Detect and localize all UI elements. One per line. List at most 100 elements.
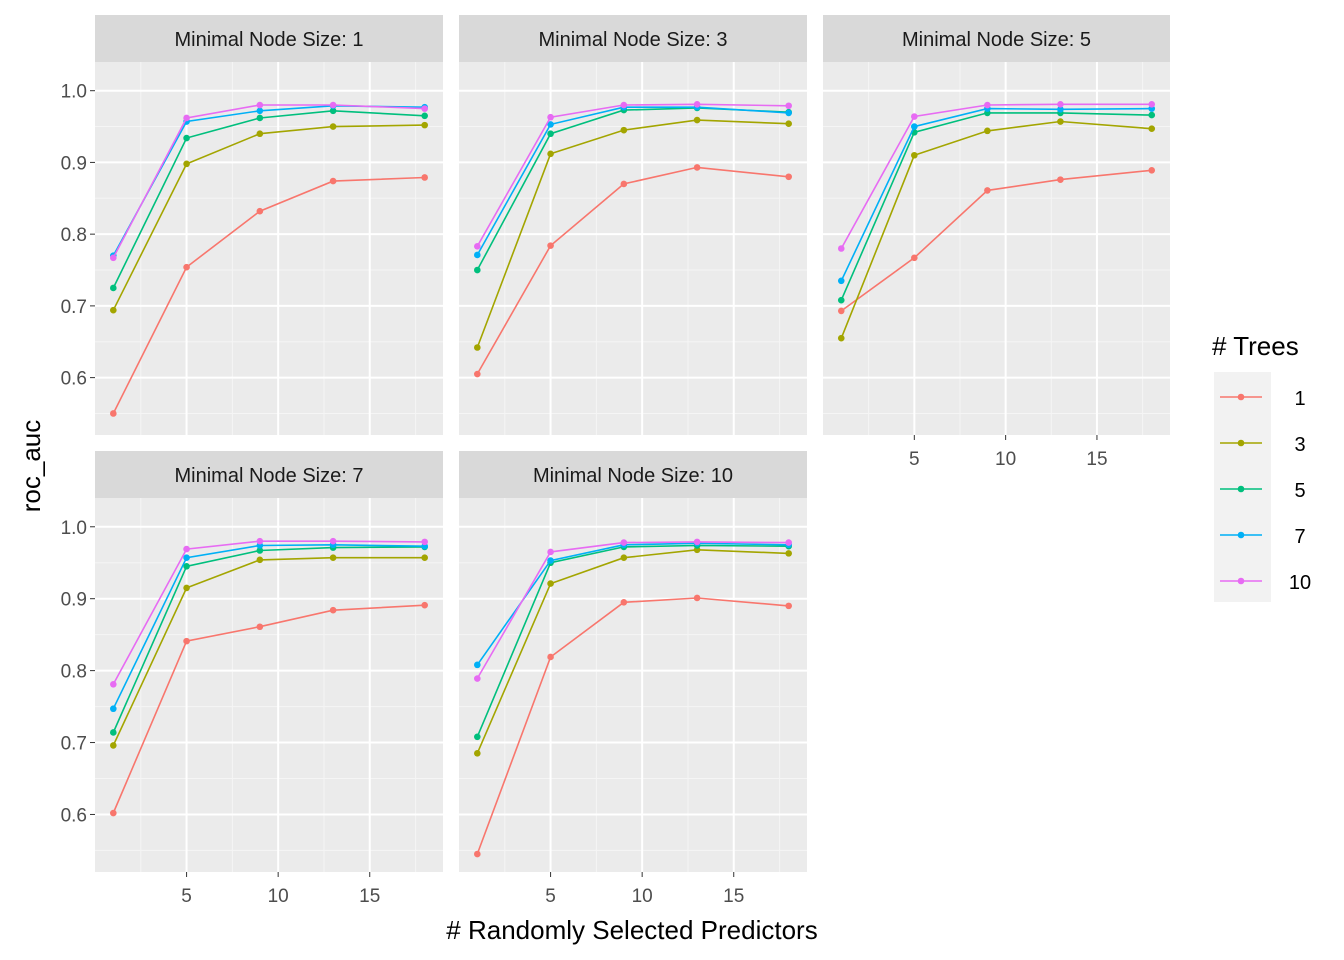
data-point-trees-5 [183,134,190,142]
data-point-trees-10 [329,101,337,109]
x-tick-label: 10 [995,449,1016,470]
data-point-trees-7 [256,107,264,115]
data-point-trees-1 [183,637,190,645]
facet-strip-label: Minimal Node Size: 7 [175,465,364,487]
y-tick-label: 1.0 [61,518,87,539]
data-point-trees-10 [547,548,554,556]
facet-panel: Minimal Node Size: 3 [459,15,807,435]
y-tick-label: 0.8 [61,662,87,683]
data-point-trees-1 [693,594,701,602]
data-point-trees-10 [785,102,792,110]
data-point-trees-3 [1148,125,1156,133]
legend-label-trees-3: 3 [1294,434,1305,456]
data-point-trees-5 [547,130,554,138]
x-tick-label: 15 [1086,449,1107,470]
y-tick-label: 0.9 [61,153,87,174]
legend-key-point-trees-7 [1237,531,1245,539]
x-tick-label: 10 [268,886,289,907]
data-point-trees-5 [256,547,264,554]
facet-strip [459,451,807,498]
data-point-trees-1 [474,850,481,858]
data-point-trees-3 [785,550,792,557]
data-point-trees-1 [1148,167,1156,174]
data-point-trees-7 [911,123,918,130]
data-point-trees-7 [474,251,481,259]
data-point-trees-1 [785,602,792,610]
data-point-trees-5 [421,112,428,120]
data-point-trees-3 [329,554,337,561]
data-point-trees-3 [183,584,190,592]
y-tick-label: 0.6 [61,369,87,390]
data-point-trees-3 [547,150,554,158]
facet-panel: Minimal Node Size: 1 [95,15,443,435]
data-point-trees-5 [474,733,481,741]
y-tick-label: 0.7 [61,297,87,318]
data-point-trees-7 [547,557,554,564]
x-tick-label: 5 [181,886,192,907]
legend-key-point-trees-1 [1237,393,1245,401]
y-tick-label: 0.9 [61,590,87,611]
data-point-trees-1 [329,177,337,185]
panel-background [459,498,807,872]
facet-strip [823,15,1170,62]
data-point-trees-5 [110,284,117,292]
data-point-trees-3 [421,554,428,561]
data-point-trees-1 [547,242,554,249]
panel-background [95,62,443,435]
data-point-trees-10 [183,545,190,553]
data-point-trees-1 [911,254,918,262]
x-tick-label: 5 [545,886,556,907]
data-point-trees-5 [1148,111,1156,119]
facet-strip [459,15,807,62]
data-point-trees-3 [329,123,337,130]
data-point-trees-10 [1148,101,1156,108]
y-tick-label: 0.6 [61,805,87,826]
data-point-trees-1 [329,606,337,614]
facet-panel: Minimal Node Size: 5 [823,15,1170,435]
data-point-trees-3 [620,126,628,134]
data-point-trees-1 [547,653,554,661]
data-point-trees-10 [785,539,792,546]
data-point-trees-1 [110,809,117,817]
data-point-trees-3 [1057,118,1064,125]
data-point-trees-10 [547,113,554,121]
facet-strip-label: Minimal Node Size: 3 [539,29,728,51]
data-point-trees-10 [421,105,428,112]
data-point-trees-1 [256,207,264,215]
data-point-trees-1 [474,370,481,378]
data-point-trees-1 [1057,176,1064,183]
data-point-trees-7 [785,109,792,117]
data-point-trees-5 [183,563,190,570]
data-point-trees-7 [1057,106,1064,113]
panel-background [459,62,807,435]
x-tick-label: 15 [359,886,380,907]
legend-title: # Trees [1212,331,1299,361]
data-point-trees-1 [620,598,628,606]
data-point-trees-5 [837,296,845,304]
data-point-trees-1 [984,187,991,194]
legend-label-trees-10: 10 [1289,572,1311,594]
y-tick-label: 0.7 [61,734,87,755]
data-point-trees-5 [329,107,337,115]
data-point-trees-7 [837,277,845,285]
data-point-trees-1 [256,623,264,631]
data-point-trees-3 [256,556,264,564]
data-point-trees-1 [693,164,701,171]
facet-strip-label: Minimal Node Size: 1 [175,29,364,51]
data-point-trees-10 [110,680,117,688]
data-point-trees-10 [693,538,701,546]
data-point-trees-3 [911,151,918,159]
data-point-trees-10 [256,537,264,545]
data-point-trees-10 [693,101,701,108]
data-point-trees-3 [785,120,792,127]
data-point-trees-3 [421,121,428,129]
data-point-trees-3 [547,580,554,587]
data-point-trees-3 [474,750,481,757]
data-point-trees-10 [984,101,991,109]
data-point-trees-10 [620,539,628,546]
y-tick-label: 0.8 [61,225,87,246]
data-point-trees-10 [911,113,918,120]
legend-label-trees-1: 1 [1294,388,1305,410]
data-point-trees-3 [183,160,190,168]
facet-strip-label: Minimal Node Size: 10 [533,465,733,487]
